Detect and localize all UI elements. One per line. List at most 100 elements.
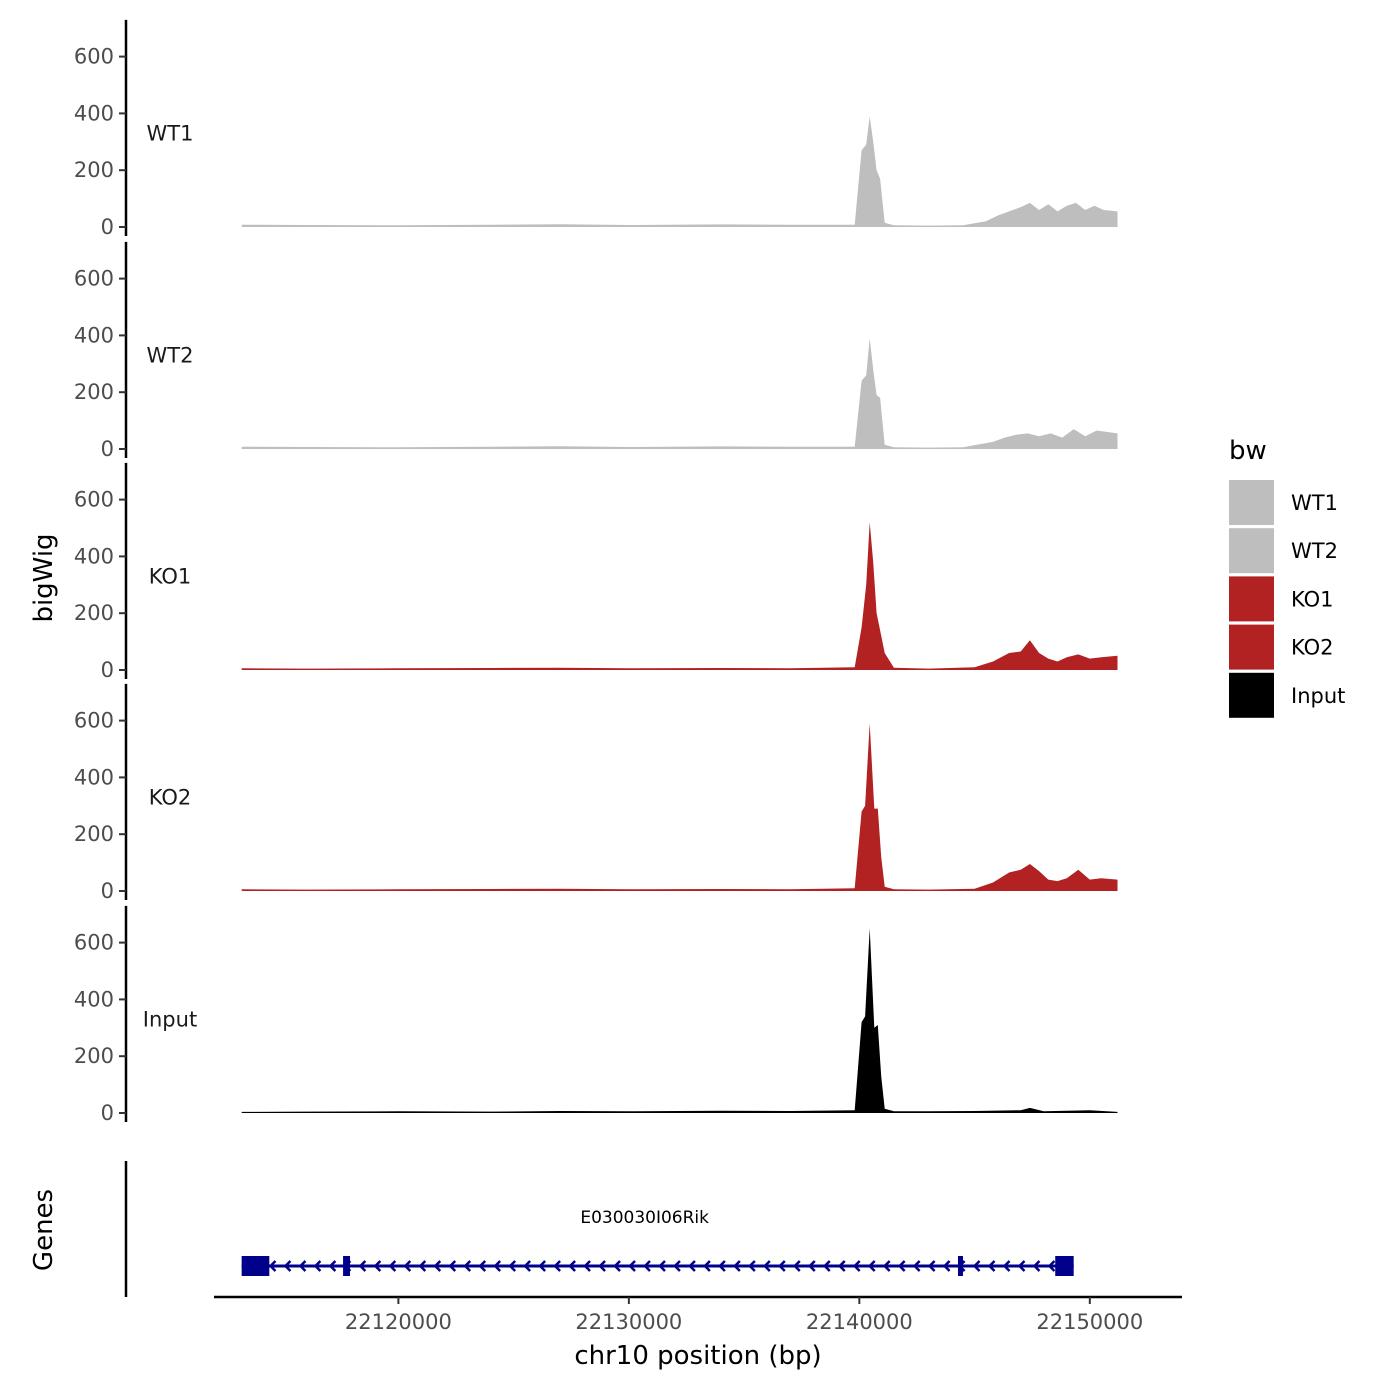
strand-arrow bbox=[793, 1260, 801, 1272]
exon bbox=[957, 1256, 963, 1276]
signal-area bbox=[241, 928, 1118, 1113]
strand-arrow bbox=[808, 1260, 816, 1272]
y-tick-label: 600 bbox=[74, 267, 114, 291]
strand-arrow bbox=[508, 1260, 517, 1272]
gene-label: E030030I06Rik bbox=[580, 1208, 709, 1228]
y-tick-label: 600 bbox=[74, 488, 114, 512]
x-axis-title: chr10 position (bp) bbox=[574, 1341, 821, 1371]
strand-arrow bbox=[822, 1260, 831, 1272]
y-tick-label: 0 bbox=[101, 1101, 114, 1125]
strand-arrow bbox=[1047, 1260, 1056, 1272]
strand-arrow bbox=[1002, 1260, 1011, 1272]
strand-arrow bbox=[403, 1260, 412, 1272]
strand-arrow bbox=[418, 1260, 427, 1272]
strand-arrow bbox=[613, 1260, 621, 1272]
exon bbox=[343, 1256, 350, 1276]
y-tick-label: 400 bbox=[74, 765, 114, 789]
legend-swatch bbox=[1229, 624, 1274, 670]
strand-arrow bbox=[748, 1260, 756, 1272]
strand-arrow bbox=[268, 1260, 277, 1272]
strand-arrow bbox=[733, 1260, 741, 1272]
strand-arrow bbox=[283, 1260, 292, 1272]
strand-arrow bbox=[553, 1260, 561, 1272]
strand-arrow bbox=[852, 1260, 861, 1272]
strand-arrow bbox=[987, 1260, 996, 1272]
track-ko1: 0 200 400 600 KO1 bbox=[74, 462, 1118, 682]
y-tick-label: 400 bbox=[74, 101, 114, 125]
track-wt1: 0 200 400 600 WT1 bbox=[74, 19, 1118, 239]
strand-arrow bbox=[598, 1260, 606, 1272]
legend-label: KO1 bbox=[1291, 587, 1334, 611]
legend-swatch bbox=[1229, 672, 1274, 718]
gene-track: E030030I06Rik bbox=[124, 1161, 1074, 1297]
track-label: KO2 bbox=[149, 785, 192, 809]
strand-arrow bbox=[328, 1260, 337, 1272]
strand-arrow bbox=[972, 1260, 981, 1272]
legend-swatch bbox=[1229, 480, 1274, 525]
strand-arrow bbox=[673, 1260, 681, 1272]
legend-label: WT2 bbox=[1291, 539, 1338, 563]
strand-arrow bbox=[912, 1260, 921, 1272]
strand-arrow bbox=[313, 1260, 322, 1272]
x-tick-label: 22120000 bbox=[345, 1310, 452, 1334]
strand-arrow bbox=[942, 1260, 951, 1272]
strand-arrow bbox=[703, 1260, 711, 1272]
y-tick-label: 0 bbox=[101, 215, 114, 239]
x-tick-label: 22130000 bbox=[575, 1310, 682, 1334]
strand-arrow bbox=[688, 1260, 696, 1272]
track-label: Input bbox=[143, 1007, 197, 1031]
genes-axis-title: Genes bbox=[29, 1189, 59, 1271]
track-wt2: 0 200 400 600 WT2 bbox=[74, 241, 1118, 461]
strand-arrow bbox=[718, 1260, 726, 1272]
strand-arrow bbox=[388, 1260, 397, 1272]
strand-arrow bbox=[493, 1260, 502, 1272]
strand-arrow bbox=[778, 1260, 786, 1272]
y-tick-label: 600 bbox=[74, 45, 114, 69]
y-tick-label: 200 bbox=[74, 380, 114, 404]
x-tick-label: 22140000 bbox=[806, 1310, 913, 1334]
strand-arrow bbox=[882, 1260, 891, 1272]
signal-area bbox=[241, 338, 1118, 449]
legend-swatch bbox=[1229, 576, 1274, 622]
strand-arrow bbox=[837, 1260, 846, 1272]
strand-arrow bbox=[298, 1260, 307, 1272]
y-tick-label: 600 bbox=[74, 709, 114, 733]
strand-arrow bbox=[373, 1260, 382, 1272]
legend-title: bw bbox=[1229, 436, 1267, 466]
y-tick-label: 400 bbox=[74, 323, 114, 347]
strand-arrow bbox=[463, 1260, 472, 1272]
strand-arrow bbox=[897, 1260, 906, 1272]
strand-arrow bbox=[568, 1260, 576, 1272]
exon bbox=[1055, 1256, 1074, 1276]
y-tick-label: 0 bbox=[101, 879, 114, 903]
legend: bw WT1 WT2 KO1 KO2 Input bbox=[1229, 436, 1345, 718]
legend-label: WT1 bbox=[1291, 491, 1338, 515]
strand-arrow bbox=[523, 1260, 532, 1272]
strand-arrow bbox=[478, 1260, 487, 1272]
legend-swatch bbox=[1229, 528, 1274, 574]
exon bbox=[241, 1256, 270, 1276]
strand-arrow bbox=[628, 1260, 636, 1272]
legend-label: Input bbox=[1291, 684, 1345, 708]
x-tick-label: 22150000 bbox=[1036, 1310, 1143, 1334]
legend-label: KO2 bbox=[1291, 636, 1334, 660]
strand-arrow bbox=[538, 1260, 547, 1272]
y-tick-label: 200 bbox=[74, 1044, 114, 1068]
strand-arrow bbox=[927, 1260, 936, 1272]
track-label: WT1 bbox=[147, 121, 194, 145]
y-tick-label: 200 bbox=[74, 158, 114, 182]
y-tick-label: 400 bbox=[74, 987, 114, 1011]
strand-arrow bbox=[1032, 1260, 1041, 1272]
y-tick-label: 600 bbox=[74, 931, 114, 955]
signal-area bbox=[241, 116, 1118, 227]
y-tick-label: 0 bbox=[101, 658, 114, 682]
strand-arrow bbox=[448, 1260, 457, 1272]
strand-arrow bbox=[658, 1260, 666, 1272]
strand-arrow bbox=[763, 1260, 771, 1272]
track-label: WT2 bbox=[147, 343, 194, 367]
y-tick-label: 400 bbox=[74, 544, 114, 568]
strand-arrow bbox=[358, 1260, 367, 1272]
y-tick-label: 0 bbox=[101, 437, 114, 461]
y-tick-label: 200 bbox=[74, 601, 114, 625]
